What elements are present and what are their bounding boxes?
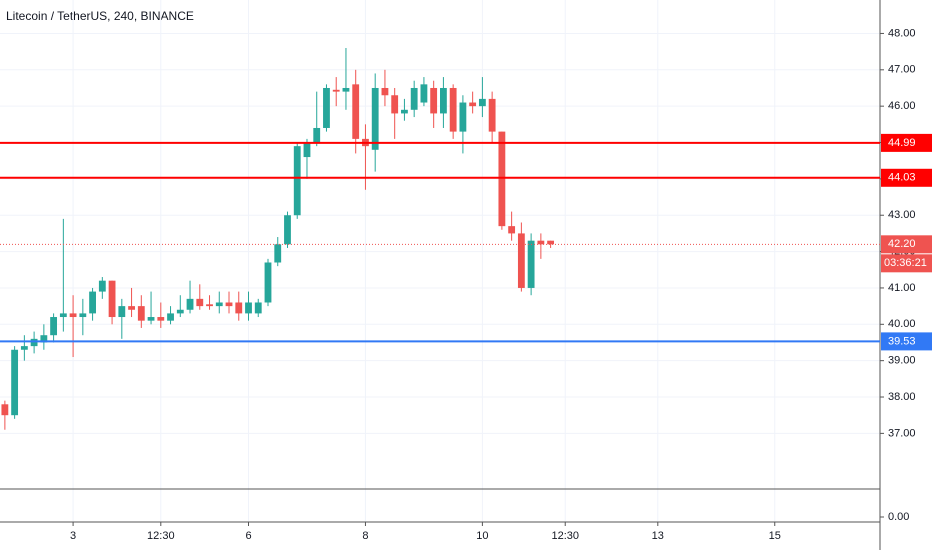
x-tick-label: 13 — [652, 530, 664, 542]
y-tick-label: 39.00 — [888, 355, 916, 367]
candle-body — [469, 102, 477, 107]
x-tick-label: 12:30 — [551, 530, 579, 542]
candle-body — [79, 313, 87, 318]
y-tick-label: 37.00 — [888, 427, 916, 439]
candle-body — [40, 335, 48, 343]
y-tick-label: 0.00 — [888, 511, 909, 523]
candle-body — [391, 95, 399, 114]
candle-body — [517, 233, 525, 288]
level-label: 42.20 — [888, 238, 916, 250]
candle-body — [118, 306, 126, 318]
candle-body — [206, 304, 213, 307]
countdown: 03:36:21 — [884, 257, 927, 269]
candle-body — [303, 142, 311, 158]
candle-body — [176, 309, 184, 314]
candle-body — [225, 302, 233, 307]
candle-body — [254, 302, 262, 314]
candle-body — [20, 346, 28, 350]
candle-body — [147, 317, 155, 321]
candle-body — [430, 87, 438, 114]
y-tick-label: 46.00 — [888, 100, 916, 112]
candle-body — [89, 291, 96, 314]
candle-body — [547, 240, 555, 245]
y-tick-label: 47.00 — [888, 64, 916, 76]
candle-body — [488, 98, 496, 132]
y-tick-label: 48.00 — [888, 27, 916, 39]
candle-body — [293, 146, 301, 216]
x-tick-label: 12:30 — [147, 530, 175, 542]
candle-body — [167, 313, 174, 321]
level-label-box — [881, 235, 932, 254]
candle-body — [440, 87, 447, 114]
candle-body — [401, 109, 408, 114]
candle-body — [498, 131, 506, 227]
candle-body — [157, 317, 165, 321]
x-tick-label: 8 — [362, 530, 368, 542]
y-tick-label: 43.00 — [888, 209, 916, 221]
candle-body — [196, 298, 204, 307]
x-tick-label: 6 — [245, 530, 251, 542]
level-label-box — [881, 133, 932, 152]
candle-body — [284, 215, 291, 245]
candle-body — [11, 349, 19, 416]
candle-body — [1, 404, 9, 416]
level-label: 44.99 — [888, 137, 916, 149]
candle-body — [245, 302, 252, 314]
candle-body — [313, 127, 321, 143]
candle-body — [137, 306, 145, 321]
candle-body — [215, 302, 223, 307]
candle-body — [332, 89, 340, 92]
level-label-box — [881, 332, 932, 351]
level-label-box — [881, 168, 932, 187]
candle-body — [128, 306, 135, 310]
y-tick-label: 38.00 — [888, 391, 916, 403]
candle-body — [108, 280, 116, 318]
candle-body — [537, 240, 545, 245]
candle-body — [323, 87, 330, 128]
candle-body — [50, 317, 58, 336]
candle-body — [459, 102, 467, 132]
candle-body — [410, 87, 418, 110]
candle-body — [59, 313, 67, 318]
level-label: 44.03 — [888, 172, 916, 184]
x-tick-label: 10 — [476, 530, 488, 542]
candle-body — [449, 87, 457, 132]
chart-title: Litecoin / TetherUS, 240, BINANCE — [6, 9, 194, 23]
candle-body — [98, 280, 106, 292]
candle-body — [381, 87, 389, 96]
candle-body — [235, 302, 243, 314]
level-label: 39.53 — [888, 335, 916, 347]
candle-body — [508, 226, 516, 234]
candle-body — [527, 240, 535, 288]
candle-body — [420, 84, 428, 103]
candle-body — [371, 87, 379, 150]
y-tick-label: 41.00 — [888, 282, 916, 294]
candle-body — [342, 87, 350, 92]
candle-body — [478, 98, 486, 107]
candle-body — [352, 84, 360, 139]
candle-body — [186, 298, 194, 310]
x-tick-label: 15 — [769, 530, 781, 542]
candle-body — [264, 262, 272, 303]
candle-body — [274, 244, 282, 263]
y-tick-label: 40.00 — [888, 318, 916, 330]
candle-body — [69, 313, 77, 318]
countdown-box — [881, 254, 932, 273]
x-tick-label: 3 — [70, 530, 76, 542]
candle-body — [30, 338, 38, 347]
